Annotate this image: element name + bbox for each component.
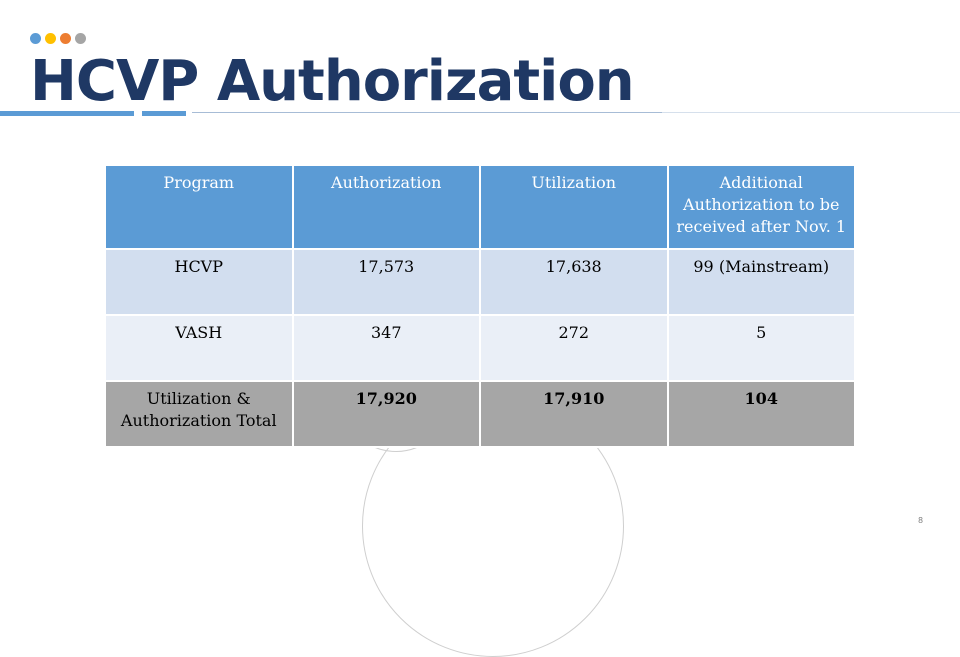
page-number: 8 — [918, 516, 924, 525]
header-utilization: Utilization — [479, 164, 669, 250]
authorization-table: Program Authorization Utilization Additi… — [104, 164, 856, 448]
cell-additional: 5 — [666, 314, 856, 382]
dot-blue — [30, 33, 41, 44]
table-row: VASH 347 272 5 — [104, 314, 856, 382]
dot-orange — [60, 33, 71, 44]
table-header-row: Program Authorization Utilization Additi… — [104, 164, 856, 250]
title-divider — [192, 112, 662, 113]
header-program: Program — [104, 164, 294, 250]
header-additional-authorization: Additional Authorization to be received … — [666, 164, 856, 250]
title-underline-mid — [142, 111, 186, 116]
cell-authorization: 17,573 — [291, 248, 481, 316]
table-total-row: Utilization & Authorization Total 17,920… — [104, 380, 856, 448]
cell-additional-total: 104 — [666, 380, 856, 448]
cell-utilization: 272 — [479, 314, 669, 382]
page-title: HCVP Authorization — [30, 49, 635, 114]
cell-program: Utilization & Authorization Total — [104, 380, 294, 448]
dot-gray — [75, 33, 86, 44]
decorative-dots — [30, 33, 86, 44]
cell-additional: 99 (Mainstream) — [666, 248, 856, 316]
header-authorization: Authorization — [291, 164, 481, 250]
title-divider-faint — [662, 112, 960, 113]
cell-program: HCVP — [104, 248, 294, 316]
cell-authorization: 347 — [291, 314, 481, 382]
cell-utilization-total: 17,910 — [479, 380, 669, 448]
cell-utilization: 17,638 — [479, 248, 669, 316]
dot-yellow — [45, 33, 56, 44]
title-underline-left — [0, 111, 134, 116]
cell-program: VASH — [104, 314, 294, 382]
cell-authorization-total: 17,920 — [291, 380, 481, 448]
table-row: HCVP 17,573 17,638 99 (Mainstream) — [104, 248, 856, 316]
